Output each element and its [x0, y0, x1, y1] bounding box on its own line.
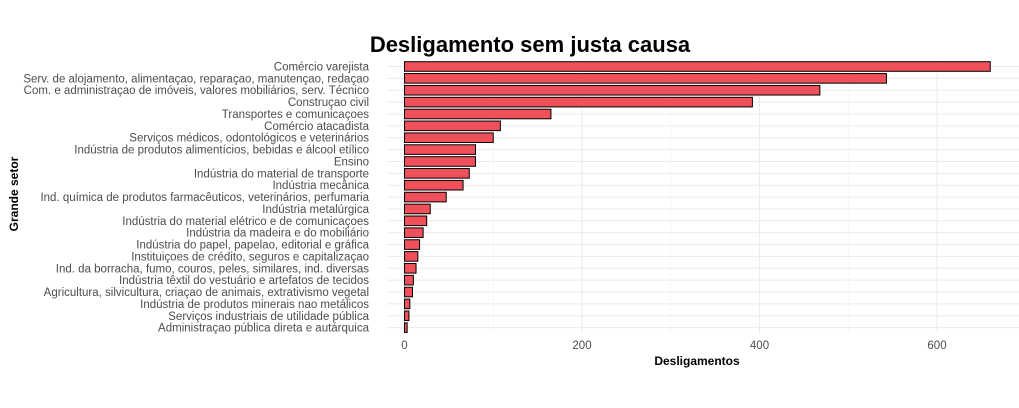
- category-label: Com. e administraçao de imóveis, valores…: [24, 85, 369, 97]
- bar: [404, 322, 408, 333]
- bar: [404, 73, 887, 84]
- bar: [404, 84, 821, 96]
- x-tick-labels: 0 200 400 600: [401, 340, 946, 352]
- bar: [404, 120, 501, 132]
- bar: [404, 61, 991, 72]
- bar: [404, 274, 414, 286]
- bar: [404, 203, 431, 215]
- category-label: Transportes e comunicaçoes: [222, 109, 369, 121]
- bar: [404, 144, 476, 155]
- bar: [404, 262, 417, 274]
- bar: [404, 191, 447, 203]
- category-label: Serviços industriais de utilidade públic…: [168, 311, 369, 323]
- category-label: Instituiçoes de crédito, seguros e capit…: [131, 251, 369, 263]
- category-label: Indústria metalúrgica: [262, 204, 369, 216]
- bar: [404, 179, 464, 191]
- chart-title: Desligamento sem justa causa: [370, 32, 691, 57]
- category-label: Ind. da borracha, fumo, couros, peles, s…: [56, 263, 369, 275]
- category-label: Administraçao pública direta e autárquic…: [158, 323, 370, 335]
- category-label: Ensino: [334, 156, 369, 168]
- category-label: Indústria mecânica: [272, 180, 369, 192]
- bar: [404, 227, 424, 238]
- x-tick-label: 200: [572, 340, 591, 352]
- category-label: Agricultura, silvicultura, criaçao de an…: [44, 287, 369, 299]
- x-tick-label: 400: [750, 340, 769, 352]
- bar: [404, 96, 753, 108]
- bar: [404, 215, 428, 227]
- category-label: Indústria da madeira e do mobiliário: [186, 228, 369, 240]
- bar: [404, 108, 552, 120]
- y-axis-title: Grande setor: [7, 156, 21, 231]
- category-label: Construçao civil: [288, 97, 369, 109]
- bar: [404, 251, 419, 262]
- bar: [404, 156, 476, 167]
- category-label: Indústria do papel, papelao, editorial e…: [136, 240, 369, 252]
- x-axis-title: Desligamentos: [654, 354, 740, 368]
- category-label: Indústria do material elétrico e de comu…: [122, 216, 369, 228]
- category-label: Indústria de produtos alimentícios, bebi…: [74, 145, 369, 157]
- category-label: Serviços médicos, odontológicos e veteri…: [129, 133, 369, 145]
- bar: [404, 310, 410, 322]
- category-label: Indústria de produtos minerais nao metál…: [140, 299, 369, 311]
- bar: [404, 168, 470, 179]
- x-tick-label: 600: [927, 340, 946, 352]
- bar: [404, 298, 411, 310]
- category-label: Indústria do material de transporte: [194, 168, 369, 180]
- bar: [404, 132, 494, 144]
- category-label: Comércio atacadista: [264, 121, 369, 133]
- category-label: Serv. de alojamento, alimentaçao, repara…: [23, 73, 369, 85]
- category-label: Ind. química de produtos farmacêuticos, …: [40, 192, 369, 204]
- x-tick-label: 0: [401, 340, 407, 352]
- category-label: Comércio varejista: [274, 62, 370, 74]
- bars: [404, 61, 991, 333]
- category-label: Indústria têxtil do vestuário e artefato…: [119, 275, 369, 287]
- bar: [404, 286, 413, 298]
- bar: [404, 239, 421, 250]
